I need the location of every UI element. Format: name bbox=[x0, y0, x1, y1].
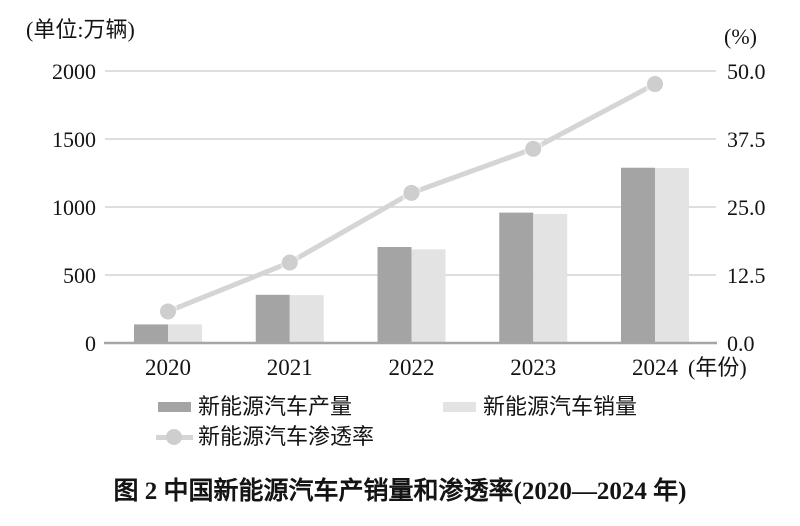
right-axis-tick-label: 0.0 bbox=[727, 331, 755, 356]
x-axis-label-2024: 2024 bbox=[632, 355, 679, 380]
right-axis-tick-label: 37.5 bbox=[727, 127, 766, 152]
right-axis-tick-label: 50.0 bbox=[727, 59, 766, 84]
bar-production-2024 bbox=[621, 167, 655, 343]
legend-swatch-production bbox=[158, 402, 191, 412]
left-axis-tick-label: 500 bbox=[63, 263, 96, 288]
right-axis-tick-label: 25.0 bbox=[727, 195, 766, 220]
penetration-point-2024 bbox=[647, 76, 663, 93]
legend-label-penetration: 新能源汽车渗透率 bbox=[198, 424, 375, 449]
x-axis-label-2022: 2022 bbox=[389, 355, 435, 380]
bar-sales-2024 bbox=[655, 168, 689, 343]
right-axis-tick-label: 12.5 bbox=[727, 263, 766, 288]
left-axis-tick-label: 1500 bbox=[52, 127, 96, 152]
x-axis-label-2021: 2021 bbox=[267, 355, 313, 380]
left-axis-tick-label: 1000 bbox=[52, 195, 96, 220]
bar-production-2023 bbox=[499, 212, 534, 343]
bar-sales-2022 bbox=[411, 249, 446, 343]
x-axis-label-2023: 2023 bbox=[510, 355, 556, 380]
left-axis-unit-label: (单位:万辆) bbox=[26, 17, 135, 42]
penetration-point-2022 bbox=[403, 184, 420, 201]
bar-production-2021 bbox=[255, 294, 290, 343]
figure-caption: 图 2 中国新能源汽车产销量和渗透率(2020—2024 年) bbox=[113, 478, 687, 505]
left-axis-tick-label: 2000 bbox=[52, 59, 96, 84]
penetration-point-2023 bbox=[525, 140, 542, 157]
right-axis-unit-label: (%) bbox=[724, 24, 757, 49]
legend-dot-marker-penetration bbox=[166, 429, 182, 445]
bar-sales-2021 bbox=[289, 295, 324, 343]
penetration-point-2020 bbox=[160, 303, 176, 320]
x-axis-label-2020: 2020 bbox=[145, 355, 191, 380]
bar-sales-2020 bbox=[168, 324, 202, 343]
bar-sales-2023 bbox=[533, 213, 568, 343]
legend-label-production: 新能源汽车产量 bbox=[198, 394, 353, 419]
left-axis-tick-label: 0 bbox=[85, 331, 96, 356]
bar-production-2022 bbox=[377, 247, 412, 343]
combo-chart-plot: 0 500 1000 1500 2000 0.0 12.5 25.0 37.5 50.0 2020 2… bbox=[52, 59, 766, 380]
legend-label-sales: 新能源汽车销量 bbox=[483, 394, 638, 419]
penetration-point-2021 bbox=[281, 254, 298, 271]
chart-legend: 新能源汽车产量 新能源汽车销量 新能源汽车渗透率 bbox=[0, 392, 800, 454]
legend-swatch-sales bbox=[443, 402, 476, 412]
x-axis-unit-label: (年份) bbox=[688, 355, 747, 380]
bar-production-2020 bbox=[134, 324, 168, 343]
